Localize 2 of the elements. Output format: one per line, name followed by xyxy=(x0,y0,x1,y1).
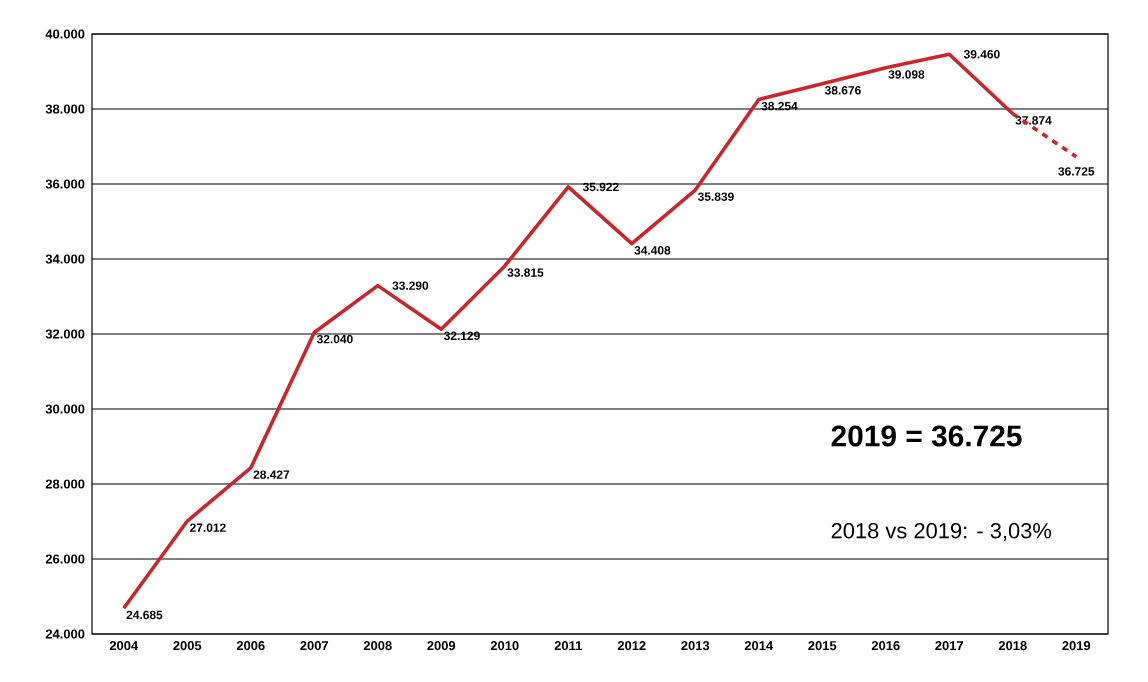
annotation: 2018 vs 2019: - 3,03% xyxy=(831,522,1052,542)
annotation: 2019 = 36.725 xyxy=(831,425,1022,447)
